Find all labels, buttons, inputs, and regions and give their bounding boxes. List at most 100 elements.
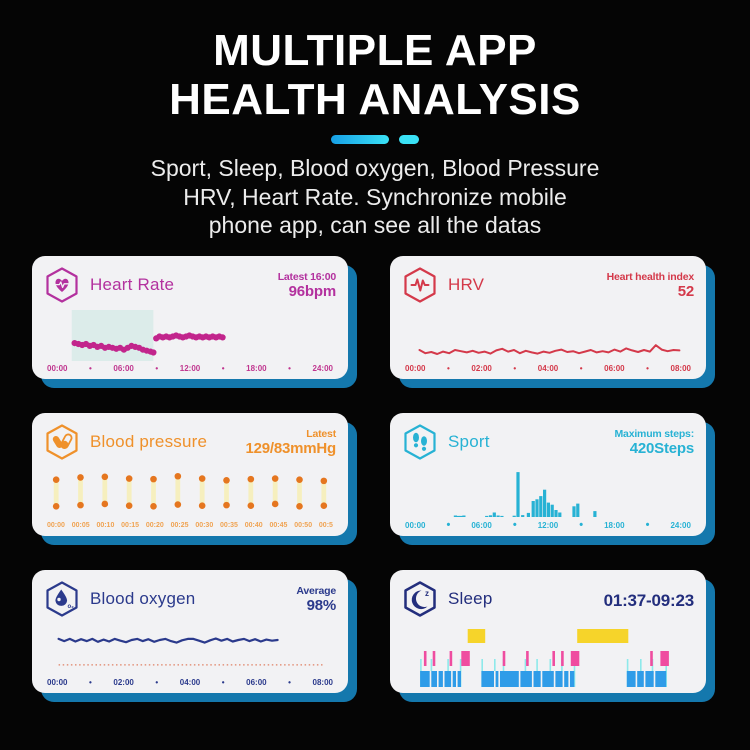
subtitle-line-2: HRV, Heart Rate. Synchronize mobile bbox=[183, 183, 567, 210]
value-label: Heart health index bbox=[606, 270, 695, 283]
hrv-chart bbox=[402, 305, 694, 362]
axis-dot: • bbox=[512, 519, 517, 532]
card-title: Heart Rate bbox=[90, 275, 175, 295]
axis-label: 18:00 bbox=[604, 521, 625, 531]
card-title: Sleep bbox=[448, 589, 493, 609]
latest-reading: Latest 16:00 96bpm bbox=[277, 270, 337, 300]
value: 96bpm bbox=[288, 282, 337, 300]
axis-label: 00:45 bbox=[269, 522, 288, 530]
pills-icon bbox=[44, 423, 80, 461]
sleep-x-axis bbox=[402, 687, 694, 688]
title-line-1: MULTIPLE APP bbox=[213, 26, 537, 75]
sleep-card: z Sleep 01:37-09:23 bbox=[390, 570, 706, 694]
axis-label: 00:00 bbox=[47, 678, 68, 688]
sleep-stages-chart bbox=[402, 619, 694, 688]
value-label: Average bbox=[296, 584, 336, 597]
axis-label: 08:00 bbox=[670, 364, 691, 374]
underline-dot bbox=[399, 134, 419, 144]
heart-rate-x-axis: 00:00 • 06:00 • 12:00 • 18:00 • 24:00 bbox=[44, 362, 336, 374]
value-label: Latest 16:00 bbox=[277, 270, 337, 283]
value: 98% bbox=[306, 596, 337, 614]
axis-label: 00:00 bbox=[405, 521, 426, 531]
axis-dot: • bbox=[579, 363, 583, 373]
axis-label: 00:50 bbox=[294, 522, 313, 530]
card-title: Blood pressure bbox=[90, 432, 208, 452]
page-title: MULTIPLE APP HEALTH ANALYSIS bbox=[0, 26, 750, 125]
axis-dot: • bbox=[513, 363, 517, 373]
axis-label: 12:00 bbox=[179, 364, 201, 374]
axis-label: 00:25 bbox=[170, 522, 189, 530]
latest-reading: Heart health index 52 bbox=[606, 270, 695, 300]
value: 129/83mmHg bbox=[245, 439, 336, 457]
axis-label: 00:00 bbox=[47, 522, 65, 530]
underline-bar bbox=[331, 134, 389, 144]
axis-dot: • bbox=[155, 363, 159, 373]
value: 52 bbox=[677, 282, 694, 300]
axis-label: 06:00 bbox=[246, 678, 267, 688]
card-header: Blood pressure Latest 129/83mmHg bbox=[44, 422, 336, 462]
ecg-pulse-icon bbox=[402, 266, 438, 304]
page-header: MULTIPLE APP HEALTH ANALYSIS Sport, Slee… bbox=[0, 0, 750, 240]
blood-oxygen-card: o₂ Blood oxygen Average 98% 00:00 • 02:00 •… bbox=[32, 570, 348, 694]
oxygen-drop-icon: o₂ bbox=[44, 580, 80, 618]
axis-label: 24:00 bbox=[312, 364, 333, 374]
hrv-x-axis: 00:00 • 02:00 • 04:00 • 06:00 • 08:00 bbox=[402, 362, 694, 374]
svg-text:o₂: o₂ bbox=[68, 604, 75, 610]
axis-label: 00:40 bbox=[244, 522, 263, 530]
axis-dot: • bbox=[645, 519, 650, 532]
latest-reading: Latest 129/83mmHg bbox=[245, 428, 336, 457]
svg-text:z: z bbox=[425, 589, 429, 598]
sport-steps-chart bbox=[402, 462, 694, 519]
axis-dot: • bbox=[646, 363, 649, 373]
hrv-card: HRV Heart health index 52 00:00 • 02:00 • 04… bbox=[390, 256, 706, 380]
axis-label: 06:00 bbox=[604, 364, 625, 374]
axis-label: 24:00 bbox=[670, 521, 691, 531]
card-header: Heart Rate Latest 16:00 96bpm bbox=[44, 265, 336, 305]
heart-rate-chart bbox=[44, 305, 336, 362]
axis-dot: • bbox=[446, 519, 451, 532]
title-underline bbox=[0, 134, 750, 144]
value-label: Maximum steps: bbox=[614, 427, 695, 440]
axis-label: 00:30 bbox=[195, 522, 214, 530]
subtitle: Sport, Sleep, Blood oxygen, Blood Pressu… bbox=[0, 154, 750, 241]
footprints-icon bbox=[402, 423, 438, 461]
axis-label: 02:00 bbox=[113, 678, 134, 688]
axis-dot: • bbox=[155, 677, 159, 687]
moon-icon: z bbox=[402, 580, 438, 618]
card-title: Sport bbox=[448, 432, 490, 452]
axis-label: 00:10 bbox=[96, 522, 115, 530]
axis-label: 00:15 bbox=[121, 522, 140, 530]
subtitle-line-3: phone app, can see all the datas bbox=[208, 212, 542, 239]
axis-label: 02:00 bbox=[471, 364, 492, 374]
title-line-2: HEALTH ANALYSIS bbox=[169, 75, 581, 125]
axis-dot: • bbox=[288, 363, 291, 373]
value-label: Latest bbox=[306, 427, 336, 440]
value: 420Steps bbox=[629, 439, 694, 457]
axis-label: 00:00 bbox=[47, 364, 68, 374]
subtitle-line-1: Sport, Sleep, Blood oxygen, Blood Pressu… bbox=[150, 154, 600, 181]
axis-dot: • bbox=[89, 363, 92, 373]
axis-label: 00:35 bbox=[220, 522, 238, 530]
sport-card: Sport Maximum steps: 420Steps 00:00 • 06:0… bbox=[390, 413, 706, 537]
value: 01:37-09:23 bbox=[603, 591, 695, 611]
sport-x-axis: 00:00 • 06:00 • 12:00 • 18:00 • 24:00 bbox=[402, 519, 694, 531]
card-title: Blood oxygen bbox=[90, 589, 196, 609]
heart-rate-card: Heart Rate Latest 16:00 96bpm 00:00 • 06:0… bbox=[32, 256, 348, 380]
axis-label: 08:00 bbox=[312, 678, 333, 688]
axis-label: 00:20 bbox=[145, 522, 164, 530]
health-cards-grid: Heart Rate Latest 16:00 96bpm 00:00 • 06:0… bbox=[0, 256, 750, 694]
blood-oxygen-x-axis: 00:00 • 02:00 • 04:00 • 06:00 • 08:00 bbox=[44, 676, 336, 688]
axis-dot: • bbox=[221, 363, 225, 373]
card-header: z Sleep 01:37-09:23 bbox=[402, 579, 694, 619]
axis-dot: • bbox=[221, 677, 225, 687]
card-header: o₂ Blood oxygen Average 98% bbox=[44, 579, 336, 619]
latest-reading: Average 98% bbox=[296, 585, 336, 614]
blood-pressure-chart bbox=[44, 462, 336, 519]
latest-reading: Maximum steps: 420Steps bbox=[614, 427, 695, 457]
blood-oxygen-chart bbox=[44, 619, 336, 676]
axis-label: 06:00 bbox=[113, 364, 134, 374]
heart-rate-icon bbox=[44, 266, 80, 304]
axis-label: 12:00 bbox=[537, 521, 559, 531]
axis-label: 00:05 bbox=[71, 522, 90, 530]
axis-label: 06:00 bbox=[471, 521, 492, 531]
